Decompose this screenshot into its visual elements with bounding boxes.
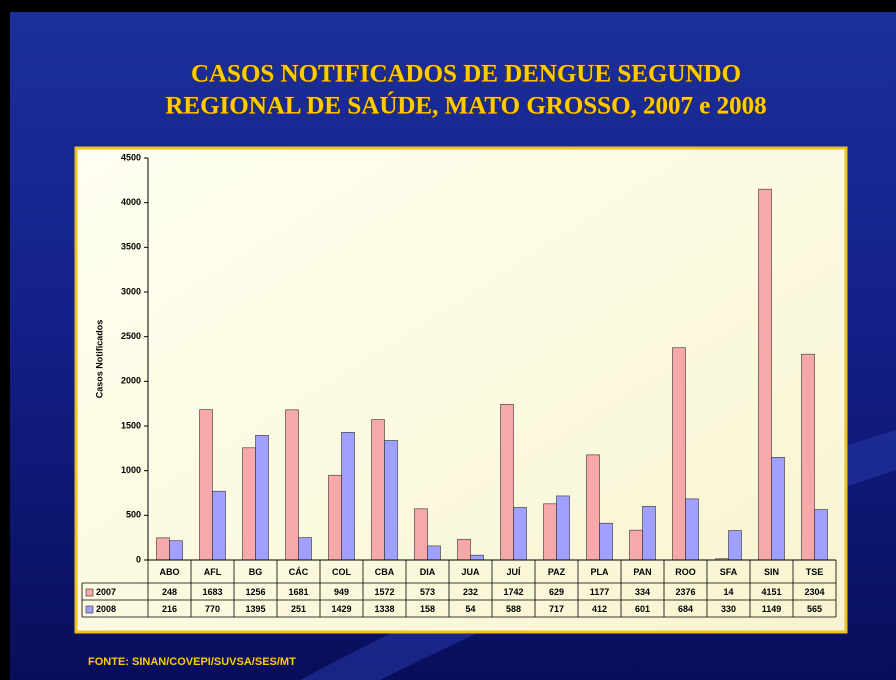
bar	[169, 540, 183, 561]
bar	[728, 530, 742, 561]
y-tick-label: 4500	[121, 152, 141, 162]
chart: 0 500 1000 1500 2000 2500 3000 3500 4000 4500 ABO A…	[81, 152, 837, 618]
x-tick-label: ABO	[160, 567, 180, 577]
x-tick-label: AFL	[204, 567, 222, 577]
table-value: 588	[506, 604, 521, 614]
table-value: 2304	[804, 587, 824, 597]
bar	[328, 474, 342, 561]
bar	[771, 457, 785, 561]
legend-swatch	[85, 588, 94, 597]
y-tick-label: 3000	[121, 286, 141, 296]
table-value: 573	[420, 587, 435, 597]
y-tick-label: 3500	[121, 242, 141, 252]
bar	[371, 419, 385, 561]
legend-label: 2008	[96, 604, 116, 614]
table-value: 2376	[675, 587, 695, 597]
table-value: 684	[678, 604, 693, 614]
table-value: 54	[465, 604, 475, 614]
bar	[814, 509, 828, 561]
x-tick-label: DIA	[420, 567, 436, 577]
y-tick-label: 1000	[121, 465, 141, 475]
y-tick-label: 0	[136, 554, 141, 564]
table-value: 1256	[245, 587, 265, 597]
y-tick-label: 1500	[121, 420, 141, 430]
bar	[457, 538, 471, 561]
table-value: 601	[635, 604, 650, 614]
table-value: 334	[635, 587, 650, 597]
bar	[758, 188, 772, 561]
bar	[513, 507, 527, 561]
table-value: 248	[162, 587, 177, 597]
table-value: 1683	[202, 587, 222, 597]
bar	[685, 498, 699, 561]
table-value: 14	[723, 587, 733, 597]
x-tick-label: CÁC	[289, 567, 309, 577]
bar	[427, 545, 441, 561]
legend-swatch	[85, 605, 94, 614]
bar	[414, 508, 428, 561]
table-value: 717	[549, 604, 564, 614]
x-tick-label: TSE	[806, 567, 824, 577]
y-tick-label: 500	[126, 510, 141, 520]
table-value: 1338	[374, 604, 394, 614]
table-value: 565	[807, 604, 822, 614]
table-value: 1177	[590, 587, 610, 597]
bar	[298, 537, 312, 561]
x-tick-label: BG	[249, 567, 263, 577]
table-value: 629	[549, 587, 564, 597]
bar	[543, 503, 557, 561]
table-value: 949	[334, 587, 349, 597]
table-value: 158	[420, 604, 435, 614]
bar	[242, 447, 256, 561]
bar	[199, 409, 213, 561]
legend-label: 2007	[96, 587, 116, 597]
bar	[629, 529, 643, 561]
x-tick-label: PAN	[633, 567, 651, 577]
bar	[156, 537, 170, 561]
table-value: 412	[592, 604, 607, 614]
x-tick-label: SIN	[764, 567, 779, 577]
bar	[500, 404, 514, 561]
x-tick-label: JUÍ	[506, 567, 521, 577]
table-value: 770	[205, 604, 220, 614]
x-tick-label: PLA	[591, 567, 610, 577]
bar	[586, 454, 600, 561]
x-tick-label: ROO	[675, 567, 696, 577]
x-tick-label: COL	[332, 567, 352, 577]
table-value: 232	[463, 587, 478, 597]
table-value: 1742	[503, 587, 523, 597]
bar	[642, 506, 656, 561]
bar	[801, 353, 815, 561]
bar	[255, 435, 269, 561]
bar	[599, 522, 613, 561]
chart-title: REGIONAL DE SAÚDE, MATO GROSSO, 2007 e 2…	[165, 92, 766, 120]
table-value: 216	[162, 604, 177, 614]
table-value: 1681	[288, 587, 308, 597]
y-tick-label: 2000	[121, 376, 141, 386]
bar	[285, 409, 299, 561]
table-value: 4151	[761, 587, 781, 597]
table-value: 1572	[374, 587, 394, 597]
bar	[556, 495, 570, 561]
bar	[384, 440, 398, 561]
bar	[470, 554, 484, 561]
table-value: 1429	[331, 604, 351, 614]
table-value: 251	[291, 604, 306, 614]
bar	[341, 432, 355, 561]
table-value: 330	[721, 604, 736, 614]
y-axis-label: Casos Notificados	[94, 320, 104, 399]
x-tick-label: CBA	[375, 567, 395, 577]
y-tick-label: 2500	[121, 331, 141, 341]
x-tick-label: JUA	[461, 567, 480, 577]
bar	[212, 490, 226, 561]
table-value: 1395	[245, 604, 265, 614]
chart-title: CASOS NOTIFICADOS DE DENGUE SEGUNDO	[191, 61, 741, 88]
y-tick-label: 4000	[121, 197, 141, 207]
table-value: 1149	[762, 604, 782, 614]
x-tick-label: PAZ	[548, 567, 566, 577]
x-tick-label: SFA	[720, 567, 738, 577]
bar	[672, 347, 686, 561]
source: FONTE: SINAN/COVEPI/SUVSA/SES/MT	[88, 656, 296, 668]
